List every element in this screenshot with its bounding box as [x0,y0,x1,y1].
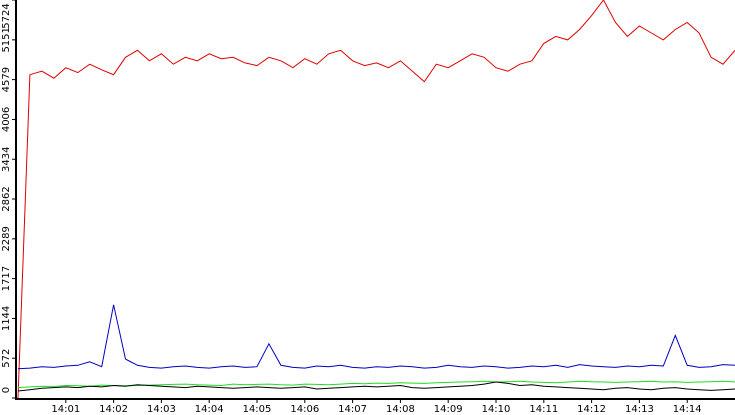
series-line [17,304,735,370]
y-tick-label: 2862 [1,186,12,211]
y-tick-label: 5151 [1,27,12,52]
y-tick-label: 5724 [1,3,12,28]
x-tick-label: 14:11 [529,404,558,415]
y-tick-label: 0 [1,387,12,393]
x-tick-label: 14:01 [51,404,80,415]
x-tick-label: 14:06 [290,404,319,415]
series-line [17,381,735,392]
x-tick-label: 14:04 [195,404,224,415]
y-tick-label: 572 [1,349,12,368]
x-tick-label: 14:02 [99,404,128,415]
x-tick-label: 14:05 [243,404,272,415]
y-tick-label: 4579 [1,67,12,92]
y-tick-label: 4006 [1,107,12,132]
y-tick-label: 1717 [1,266,12,291]
x-tick-label: 14:12 [577,404,606,415]
x-tick-label: 14:13 [625,404,654,415]
x-tick-label: 14:14 [673,404,702,415]
y-tick-label: 3434 [1,147,12,172]
y-tick-label: 2289 [1,226,12,251]
x-tick-label: 14:10 [482,404,511,415]
x-tick-label: 14:08 [386,404,415,415]
x-tick-label: 14:03 [147,404,176,415]
series-line [17,380,735,389]
x-tick-label: 14:07 [338,404,367,415]
x-tick-label: 14:09 [434,404,463,415]
y-tick-label: 1144 [1,306,12,331]
series-line [17,0,735,399]
